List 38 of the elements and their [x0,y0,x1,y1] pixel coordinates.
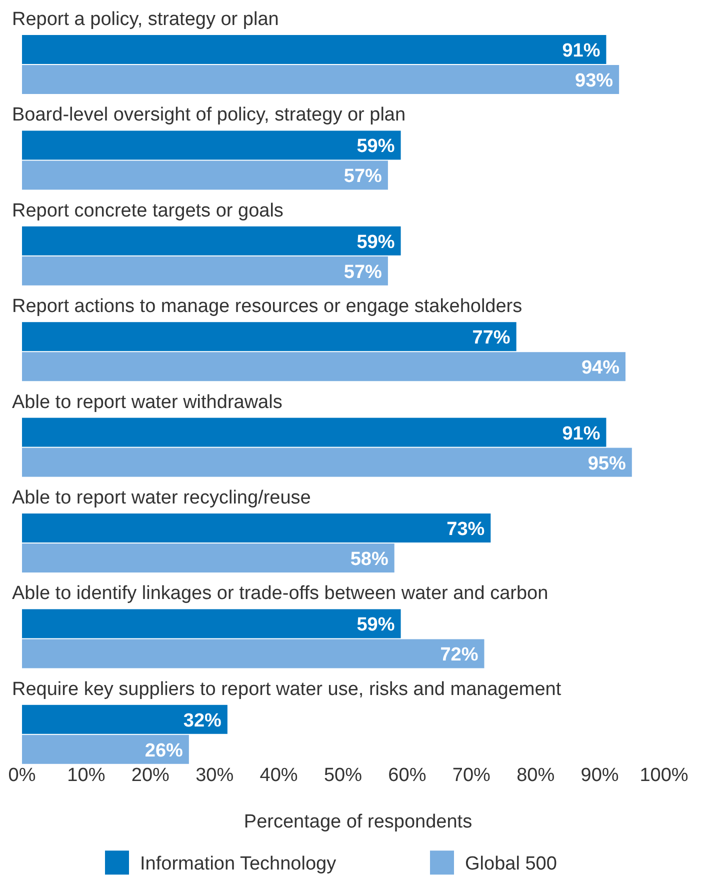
legend-label: Information Technology [140,854,337,875]
x-tick-label: 60% [388,765,426,786]
data-label: 91% [562,40,600,62]
y-tick-label: Report a policy, strategy or plan [12,9,279,30]
data-label: 32% [183,710,222,732]
y-tick-label: Report actions to manage resources or engage stakeholders [12,296,522,318]
x-tick-label: 20% [131,765,170,786]
x-tick-label: 70% [452,765,491,786]
data-label: 57% [344,166,382,188]
data-label: 57% [344,262,382,283]
x-tick-label: 30% [196,765,234,786]
y-tick-label: Able to report water withdrawals [12,392,282,413]
y-tick-label: Able to report water recycling/reuse [12,488,311,508]
data-label: 94% [581,358,620,379]
legend-label: Global 500 [465,854,557,875]
data-label: 58% [350,549,388,570]
data-label: 72% [440,644,478,666]
data-label: 59% [356,614,395,636]
y-tick-label: Able to identify linkages or trade-offs between water and carbon [12,583,548,604]
data-label: 77% [472,328,510,349]
data-label: 59% [356,232,395,253]
data-label: 59% [356,136,395,158]
data-label: 73% [446,519,485,540]
x-tick-label: 0% [8,765,36,786]
x-axis-title: Percentage of respondents [244,812,472,833]
data-label: 93% [575,70,614,92]
data-label: 91% [562,423,600,444]
y-tick-label: Board-level oversight of policy, strategy or plan [12,104,406,126]
x-tick-label: 100% [640,765,688,786]
x-tick-label: 50% [324,765,362,786]
data-label: 26% [144,740,184,762]
y-tick-label: Require key suppliers to report water use, risks and management [12,678,562,700]
x-tick-label: 80% [516,765,555,786]
data-label: 95% [588,453,626,474]
x-tick-label: 90% [580,765,619,786]
y-tick-label: Report concrete targets or goals [12,200,284,222]
x-tick-label: 10% [67,765,106,786]
x-tick-label: 40% [260,765,298,786]
